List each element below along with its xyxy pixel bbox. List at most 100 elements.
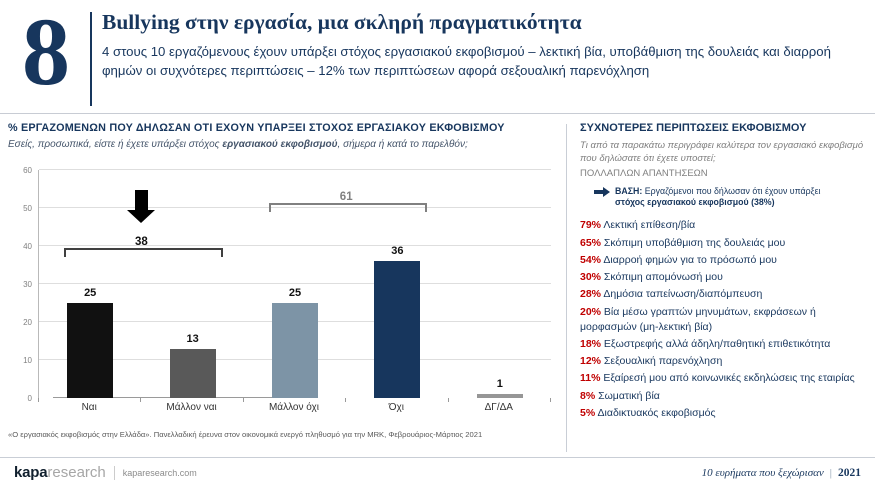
frequency-label: Εξωστρεφής αλλά άδηλη/παθητική επιθετικό… (601, 338, 831, 350)
footer: kaparesearch kaparesearch.com 10 ευρήματ… (0, 457, 875, 487)
gridline (39, 207, 551, 208)
axis-tick (550, 398, 551, 402)
base-note-text: ΒΑΣΗ: Εργαζόμενοι που δήλωσαν ότι έχουν … (615, 186, 846, 209)
group-total-label: 38 (134, 236, 148, 249)
frequency-label: Διαρροή φημών για το πρόσωπό μου (601, 253, 777, 266)
y-tick-label: 20 (23, 318, 32, 327)
chart-question-bold: εργασιακού εκφοβισμού (222, 139, 338, 150)
source-footnote: «Ο εργασιακός εκφοβισμός στην Ελλάδα». Π… (8, 430, 483, 439)
logo-light-text: research (47, 463, 106, 481)
category-label: ΔΓ/ΔΑ (484, 402, 513, 413)
y-tick-label: 60 (23, 166, 32, 175)
frequency-pct: 28% (580, 288, 602, 301)
frequency-item: 79% Λεκτική επίθεση/βία (580, 218, 866, 233)
frequency-pct: 54% (580, 253, 602, 266)
bar-4 (374, 261, 421, 398)
bar-3 (272, 303, 318, 398)
footer-year: 2021 (838, 466, 861, 479)
bar-2 (169, 348, 216, 398)
bar-1 (67, 303, 114, 398)
chart-question-post: , σήμερα ή κατά το παρελθόν; (337, 139, 468, 150)
base-label: ΒΑΣΗ: (615, 185, 643, 196)
y-tick-label: 40 (23, 242, 32, 251)
down-arrow-icon (127, 210, 156, 224)
frequency-item: 54% Διαρροή φημών για το πρόσωπό μου (580, 253, 866, 268)
chart-question-pre: Εσείς, προσωπικά, είστε ή έχετε υπάρξει … (8, 139, 223, 150)
frequency-item: 5% Διαδικτυακός εκφοβισμός (580, 406, 866, 421)
frequency-pct: 18% (580, 338, 602, 350)
category-label: Ναι (81, 402, 97, 413)
panel-divider (566, 124, 567, 452)
footer-tagline-separator: | (829, 466, 832, 479)
gridline (39, 169, 551, 170)
frequency-pct: 79% (580, 219, 602, 232)
y-tick-label: 50 (23, 204, 32, 213)
frequency-item: 30% Σκόπιμη απομόνωσή μου (580, 270, 866, 285)
frequency-label: Σωματική βία (595, 389, 660, 402)
frequency-item: 11% Εξαίρεσή μου από κοινωνικές εκδηλώσε… (580, 371, 866, 386)
header-rule (0, 113, 875, 114)
down-arrow-shaft (134, 190, 148, 211)
slide-title: Bullying στην εργασία, μια σκληρή πραγμα… (102, 10, 582, 34)
frequency-label: Διαδικτυακός εκφοβισμός (595, 406, 716, 419)
kapa-research-logo: kaparesearch (14, 464, 106, 482)
frequency-item: 65% Σκόπιμη υποβάθμιση της δουλειάς μου (580, 236, 866, 251)
frequency-label: Σκόπιμη υποβάθμιση της δουλειάς μου (601, 236, 786, 249)
frequency-list: 79% Λεκτική επίθεση/βία 65% Σκόπιμη υποβά… (580, 218, 866, 421)
gridline (39, 245, 551, 246)
chart-question: Εσείς, προσωπικά, είστε ή έχετε υπάρξει … (8, 139, 560, 150)
frequency-pct: 65% (580, 236, 602, 249)
base-text-2: στόχος εργασιακού εκφοβισμού (38%) (615, 197, 775, 208)
slide-number: 8 (22, 0, 70, 105)
frequency-question: Τι από τα παρακάτω περιγράφει καλύτερα τ… (580, 140, 864, 164)
footer-right: 10 ευρήματα που ξεχώρισαν | 2021 (702, 467, 861, 479)
footer-tagline: 10 ευρήματα που ξεχώρισαν (701, 466, 824, 479)
bar-value-label: 13 (186, 332, 199, 345)
axis-tick (242, 398, 244, 402)
frequency-pct: 11% (580, 372, 601, 385)
group-total-label: 61 (339, 190, 353, 203)
axis-tick (447, 398, 449, 402)
axis-tick (140, 398, 142, 402)
y-tick-label: 0 (27, 394, 32, 403)
bar-value-label: 25 (84, 287, 97, 299)
y-tick-label: 10 (23, 356, 32, 365)
footer-website: kaparesearch.com (122, 467, 197, 478)
frequency-label: Σεξουαλική παρενόχληση (601, 355, 723, 368)
plot-area: 25 13 25 36 1 38 61 (38, 169, 551, 398)
bar-value-label: 36 (391, 245, 404, 258)
header: Bullying στην εργασία, μια σκληρή πραγμα… (102, 10, 864, 80)
frequency-item: 28% Δημόσια ταπείνωση/διαπόμπευση (580, 287, 866, 302)
frequency-pct: 8% (580, 389, 596, 402)
frequency-pct: 20% (580, 305, 602, 318)
logo-bold-text: kapa (14, 463, 48, 481)
category-label: Όχι (388, 402, 404, 413)
bar-value-label: 25 (288, 287, 302, 299)
frequency-panel-title: ΣΥΧΝΟΤΕΡΕΣ ΠΕΡΙΠΤΩΣΕΙΣ ΕΚΦΟΒΙΣΜΟΥ (580, 122, 807, 134)
axis-tick (38, 398, 39, 402)
footer-left: kaparesearch kaparesearch.com (14, 464, 197, 482)
bar-value-label: 1 (496, 378, 503, 391)
y-tick-label: 30 (23, 280, 32, 289)
group-bracket (64, 248, 223, 258)
frequency-item: 8% Σωματική βία (580, 389, 866, 404)
frequency-item: 18% Εξωστρεφής αλλά άδηλη/παθητική επιθε… (580, 337, 866, 352)
bar-5 (476, 394, 523, 398)
frequency-label: Βία μέσω γραπτών μηνυμάτων, εκφράσεων ή … (580, 305, 816, 333)
frequency-panel: ΣΥΧΝΟΤΕΡΕΣ ΠΕΡΙΠΤΩΣΕΙΣ ΕΚΦΟΒΙΣΜΟΥ Τι από… (580, 122, 866, 423)
footer-separator (113, 465, 115, 480)
slide-subtitle: 4 στους 10 εργαζόμενους έχουν υπάρξει στ… (102, 44, 831, 78)
frequency-pct: 5% (580, 406, 596, 419)
frequency-item: 20% Βία μέσω γραπτών μηνυμάτων, εκφράσεω… (580, 305, 866, 335)
group-bracket (269, 202, 428, 212)
frequency-item: 12% Σεξουαλική παρενόχληση (580, 354, 866, 369)
base-arrow-icon (594, 186, 610, 197)
chart-section: % ΕΡΓΑΖΟΜΕΝΩΝ ΠΟΥ ΔΗΛΩΣΑΝ ΟΤΙ ΕΧΟΥΝ ΥΠΑΡ… (8, 122, 560, 439)
base-note: ΒΑΣΗ: Εργαζόμενοι που δήλωσαν ότι έχουν … (594, 186, 846, 209)
base-text-1: Εργαζόμενοι που δήλωσαν ότι έχουν υπάρξε… (642, 185, 821, 196)
frequency-label: Λεκτική επίθεση/βία (601, 219, 696, 232)
axis-tick (345, 398, 347, 402)
frequency-pct: 12% (580, 355, 602, 368)
frequency-label: Σκόπιμη απομόνωσή μου (601, 271, 723, 284)
